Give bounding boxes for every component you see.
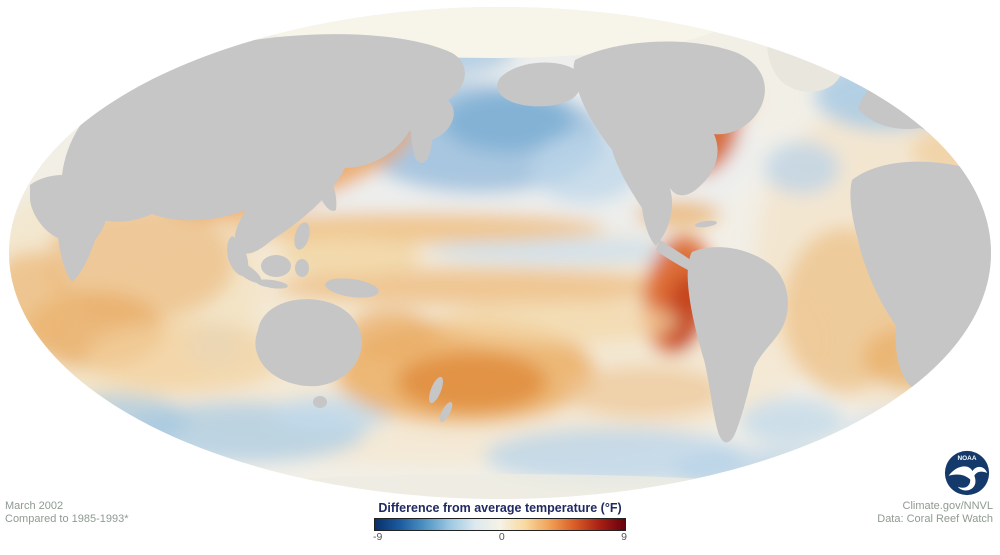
- color-scale-legend: Difference from average temperature (°F)…: [350, 501, 650, 543]
- landmass-sumatra: [232, 261, 262, 283]
- noaa-logo-text: NOAA: [958, 455, 977, 462]
- legend-tick-labels: -9 0 9: [373, 532, 627, 543]
- landmass-new-guinea: [325, 278, 379, 298]
- landmass-sulawesi: [295, 259, 309, 277]
- landmass-new-zealand-north: [429, 376, 443, 404]
- landmass-south-asia: [30, 174, 108, 282]
- landmass-cuba: [695, 220, 717, 228]
- legend-tick-min: -9: [373, 531, 383, 543]
- credit-source: Climate.gov/NNVL: [902, 500, 993, 512]
- landmass-japan: [317, 170, 337, 211]
- landmass-philippines: [294, 222, 310, 250]
- landmass-north-america: [573, 41, 765, 246]
- landmass-eurasia: [61, 34, 465, 254]
- credit-caption: Climate.gov/NNVL Data: Coral Reef Watch: [877, 500, 993, 526]
- baseline-label: Compared to 1985-1993*: [5, 513, 129, 525]
- landmass-new-zealand-south: [439, 402, 453, 422]
- period-label: March 2002: [5, 500, 64, 512]
- legend-tick-mid: 0: [498, 531, 505, 543]
- legend-title: Difference from average temperature (°F): [378, 501, 622, 515]
- legend-tick-max: 9: [621, 531, 627, 543]
- legend-colorbar: [374, 518, 626, 531]
- date-caption: March 2002 Compared to 1985-1993*: [5, 500, 129, 526]
- world-sst-anomaly-map: [9, 7, 991, 499]
- landmass-kamchatka: [411, 108, 433, 163]
- landmass-europe: [858, 47, 991, 137]
- landmass-java: [256, 279, 288, 289]
- landmass-central-america: [656, 240, 696, 272]
- noaa-logo: NOAA: [944, 450, 990, 496]
- landmass-south-america: [687, 247, 788, 443]
- noaa-seagull-icon: [948, 466, 988, 491]
- landmass-borneo: [261, 255, 291, 277]
- landmass-tasmania: [313, 396, 327, 408]
- landmass-australia: [255, 299, 362, 387]
- credit-data: Data: Coral Reef Watch: [877, 513, 993, 525]
- landmass-alaska: [497, 62, 582, 107]
